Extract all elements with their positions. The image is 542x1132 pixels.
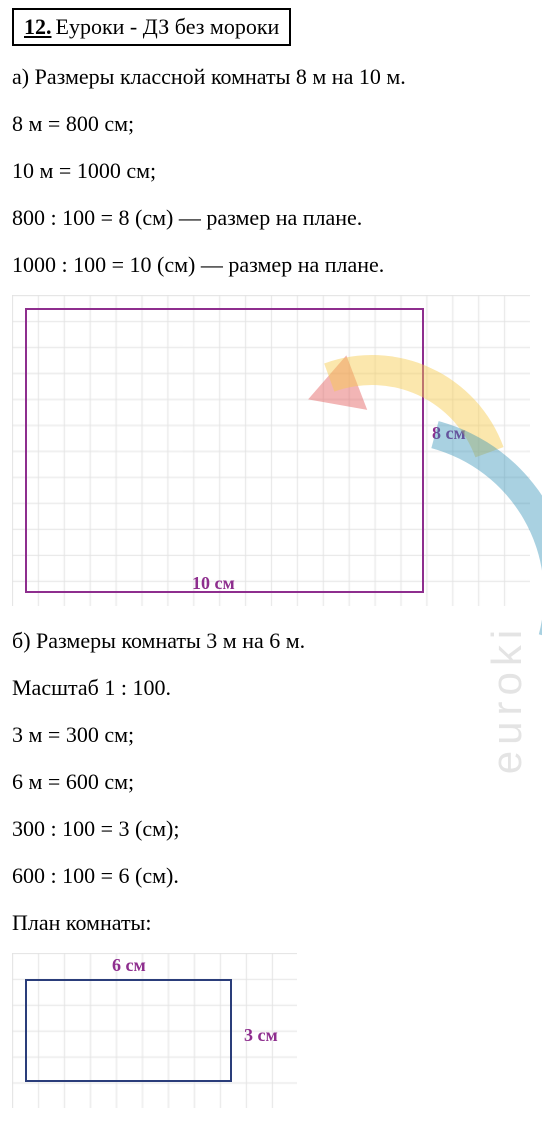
label-a-0: 8 см [432,423,466,444]
part-a-line-3: 1000 : 100 = 10 (см) — размер на плане. [12,248,530,281]
label-b-0: 6 см [112,955,146,976]
part-a-intro: а) Размеры классной комнаты 8 м на 10 м. [12,60,530,93]
label-a-1: 10 см [192,573,235,594]
site-title: Еуроки - ДЗ без мороки [56,14,280,39]
part-a-line-1: 10 м = 1000 см; [12,154,530,187]
rectangle-a [25,308,424,593]
rectangle-b [25,979,232,1083]
part-b-intro: б) Размеры комнаты 3 м на 6 м. [12,624,530,657]
label-b-1: 3 см [244,1025,278,1046]
diagram-b: 6 см 3 см [12,953,297,1108]
part-b-line-3: 300 : 100 = 3 (см); [12,812,530,845]
content: а) Размеры классной комнаты 8 м на 10 м.… [0,60,542,1108]
part-b-line-5: План комнаты: [12,906,530,939]
part-b-line-4: 600 : 100 = 6 (см). [12,859,530,892]
part-b-line-1: 3 м = 300 см; [12,718,530,751]
problem-number: 12. [24,14,52,39]
part-a-line-2: 800 : 100 = 8 (см) — размер на плане. [12,201,530,234]
part-b-line-2: 6 м = 600 см; [12,765,530,798]
diagram-a: 8 см 10 см euroki [12,295,530,606]
part-a-line-0: 8 м = 800 см; [12,107,530,140]
part-b-line-0: Масштаб 1 : 100. [12,671,530,704]
problem-header: 12. Еуроки - ДЗ без мороки [12,8,291,46]
